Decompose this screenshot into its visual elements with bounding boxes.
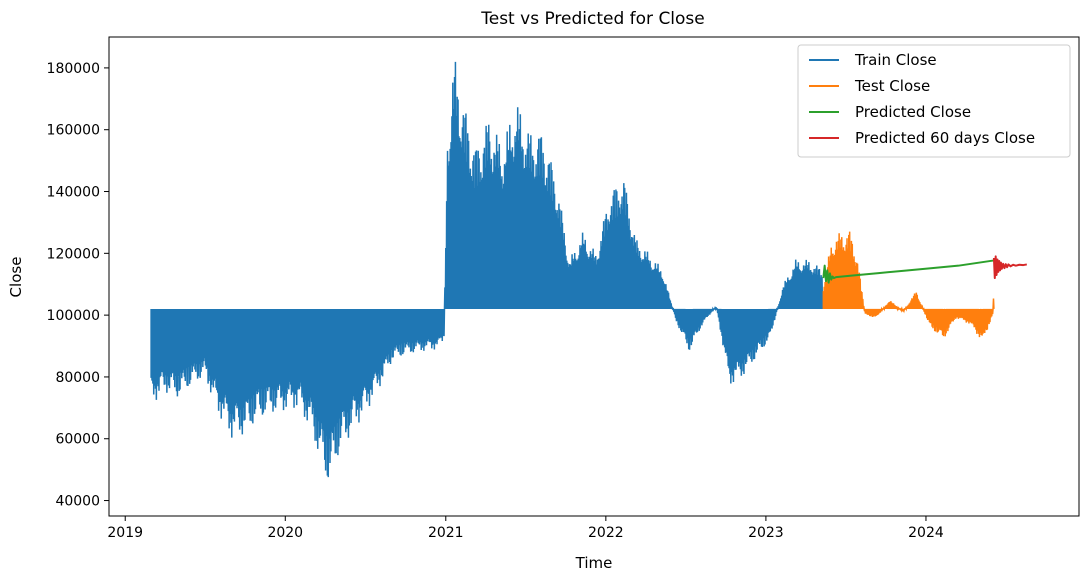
series-path bbox=[822, 259, 995, 284]
y-tick-label: 140000 bbox=[47, 185, 100, 201]
series-path bbox=[992, 255, 1027, 280]
x-tick-label: 2021 bbox=[428, 525, 464, 541]
series-predicted-60-days-close bbox=[992, 255, 1027, 280]
series-predicted-close bbox=[822, 259, 995, 284]
y-tick-label: 80000 bbox=[55, 370, 100, 386]
legend: Train Close Test Close Predicted Close Pred… bbox=[797, 44, 1071, 158]
series-train-close bbox=[150, 61, 824, 478]
y-tick-label: 100000 bbox=[47, 308, 100, 324]
legend-label: Train Close bbox=[854, 51, 937, 69]
x-tick-label: 2023 bbox=[748, 525, 784, 541]
series-test-close bbox=[822, 231, 995, 338]
series-path bbox=[150, 61, 824, 478]
legend-box bbox=[797, 44, 1071, 158]
y-tick-label: 60000 bbox=[55, 432, 100, 448]
series-layer bbox=[150, 61, 1027, 478]
y-axis-label: Close bbox=[7, 257, 25, 298]
y-tick-label: 180000 bbox=[47, 61, 100, 77]
legend-label: Predicted 60 days Close bbox=[855, 129, 1035, 147]
y-tick-label: 120000 bbox=[47, 246, 100, 262]
series-path bbox=[822, 231, 995, 338]
legend-label: Test Close bbox=[854, 77, 930, 95]
x-tick-label: 2022 bbox=[588, 525, 624, 541]
y-tick-label: 160000 bbox=[47, 123, 100, 139]
x-tick-label: 2019 bbox=[107, 525, 143, 541]
x-axis-label: Time bbox=[575, 554, 613, 572]
chart-title: Test vs Predicted for Close bbox=[480, 9, 705, 29]
x-axis: 2019 2020 2021 2022 2023 2024 bbox=[107, 516, 944, 541]
x-tick-label: 2024 bbox=[908, 525, 944, 541]
y-tick-label: 40000 bbox=[55, 494, 100, 510]
legend-label: Predicted Close bbox=[855, 103, 971, 121]
x-tick-label: 2020 bbox=[267, 525, 303, 541]
y-axis: 40000 60000 80000 100000 120000 140000 160000 1… bbox=[47, 61, 109, 510]
plot-frame bbox=[108, 36, 1080, 517]
